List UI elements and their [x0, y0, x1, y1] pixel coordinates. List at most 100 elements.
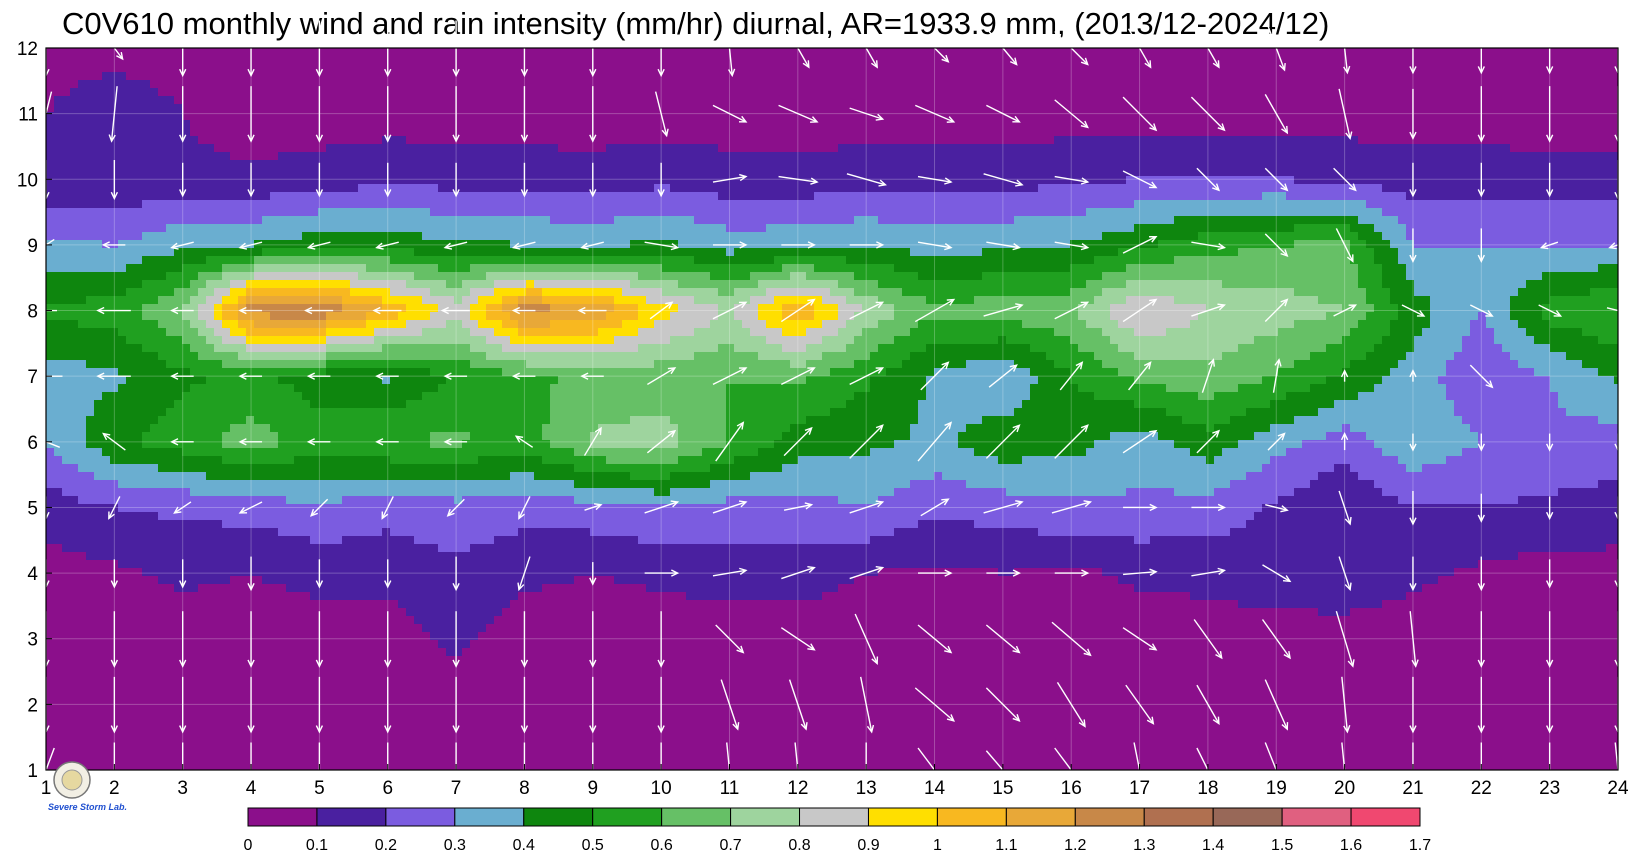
- rain-cell: [950, 200, 959, 209]
- rain-cell: [1438, 160, 1447, 169]
- rain-cell: [1382, 152, 1391, 161]
- rain-cell: [486, 120, 495, 129]
- rain-cell: [718, 112, 727, 121]
- rain-cell: [510, 192, 519, 201]
- rain-cell: [390, 64, 399, 73]
- rain-cell: [438, 200, 447, 209]
- rain-cell: [910, 72, 919, 81]
- rain-cell: [1542, 176, 1551, 185]
- rain-cell: [1430, 48, 1439, 57]
- rain-cell: [134, 240, 143, 249]
- rain-cell: [278, 192, 287, 201]
- rain-cell: [614, 48, 623, 57]
- rain-cell: [1326, 168, 1335, 177]
- rain-cell: [254, 216, 263, 225]
- rain-cell: [1254, 56, 1263, 65]
- rain-cell: [1062, 160, 1071, 169]
- rain-cell: [550, 104, 559, 113]
- rain-cell: [886, 112, 895, 121]
- rain-cell: [1158, 64, 1167, 73]
- rain-cell: [262, 152, 271, 161]
- rain-cell: [214, 80, 223, 89]
- rain-cell: [774, 88, 783, 97]
- rain-cell: [1222, 128, 1231, 137]
- rain-cell: [566, 96, 575, 105]
- rain-cell: [1158, 144, 1167, 153]
- rain-cell: [566, 208, 575, 217]
- rain-cell: [1566, 200, 1575, 209]
- rain-cell: [606, 208, 615, 217]
- rain-cell: [206, 160, 215, 169]
- rain-cell: [1118, 176, 1127, 185]
- rain-cell: [230, 48, 239, 57]
- rain-cell: [790, 80, 799, 89]
- rain-cell: [838, 136, 847, 145]
- rain-cell: [1598, 240, 1607, 249]
- rain-cell: [1470, 184, 1479, 193]
- rain-cell: [1014, 64, 1023, 73]
- rain-cell: [926, 136, 935, 145]
- rain-cell: [1454, 240, 1463, 249]
- rain-cell: [430, 48, 439, 57]
- rain-cell: [1526, 152, 1535, 161]
- rain-cell: [750, 64, 759, 73]
- rain-cell: [1390, 152, 1399, 161]
- rain-cell: [638, 96, 647, 105]
- rain-cell: [1534, 232, 1543, 241]
- rain-cell: [62, 168, 71, 177]
- rain-cell: [1094, 176, 1103, 185]
- rain-cell: [150, 240, 159, 249]
- rain-cell: [518, 48, 527, 57]
- rain-cell: [974, 144, 983, 153]
- rain-cell: [94, 104, 103, 113]
- rain-cell: [654, 104, 663, 113]
- rain-cell: [654, 192, 663, 201]
- rain-cell: [606, 168, 615, 177]
- rain-cell: [1318, 136, 1327, 145]
- rain-cell: [1550, 160, 1559, 169]
- rain-cell: [678, 136, 687, 145]
- chart-title: C0V610 monthly wind and rain intensity (…: [62, 6, 1329, 41]
- rain-cell: [1510, 80, 1519, 89]
- rain-cell: [894, 136, 903, 145]
- rain-cell: [606, 80, 615, 89]
- rain-cell: [358, 80, 367, 89]
- rain-cell: [758, 200, 767, 209]
- rain-cell: [550, 64, 559, 73]
- rain-cell: [750, 80, 759, 89]
- rain-cell: [1438, 168, 1447, 177]
- rain-cell: [1350, 80, 1359, 89]
- rain-cell: [1270, 152, 1279, 161]
- rain-cell: [1254, 128, 1263, 137]
- rain-cell: [1534, 168, 1543, 177]
- rain-cell: [358, 184, 367, 193]
- rain-cell: [1390, 104, 1399, 113]
- rain-cell: [1590, 136, 1599, 145]
- rain-cell: [1534, 200, 1543, 209]
- rain-cell: [550, 56, 559, 65]
- rain-cell: [150, 152, 159, 161]
- rain-cell: [614, 240, 623, 249]
- rain-cell: [246, 224, 255, 233]
- rain-cell: [78, 80, 87, 89]
- rain-cell: [1598, 104, 1607, 113]
- rain-cell: [486, 200, 495, 209]
- rain-cell: [302, 144, 311, 153]
- rain-cell: [1358, 160, 1367, 169]
- rain-cell: [830, 232, 839, 241]
- rain-cell: [382, 64, 391, 73]
- rain-cell: [198, 64, 207, 73]
- rain-cell: [1070, 240, 1079, 249]
- rain-cell: [1038, 184, 1047, 193]
- rain-cell: [438, 104, 447, 113]
- rain-cell: [630, 184, 639, 193]
- rain-cell: [1566, 128, 1575, 137]
- rain-cell: [182, 168, 191, 177]
- rain-cell: [1286, 184, 1295, 193]
- rain-cell: [1558, 56, 1567, 65]
- rain-cell: [438, 168, 447, 177]
- rain-cell: [1510, 208, 1519, 217]
- rain-cell: [830, 104, 839, 113]
- rain-cell: [1118, 168, 1127, 177]
- rain-cell: [1270, 56, 1279, 65]
